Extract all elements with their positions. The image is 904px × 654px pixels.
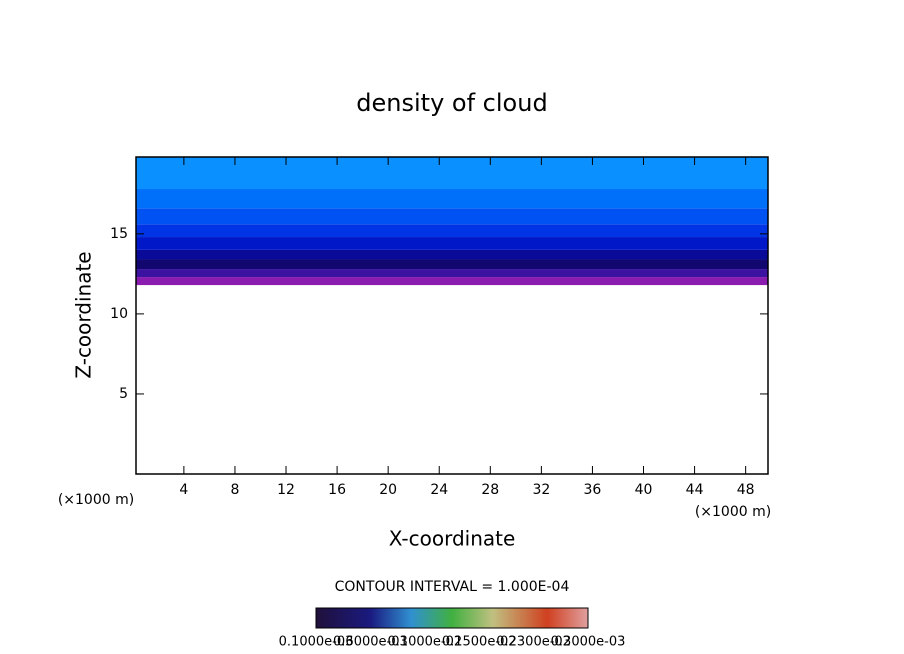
x-tick-label: 36 [584, 482, 602, 498]
y-unit: (×1000 m) [58, 492, 134, 508]
contour-band [136, 157, 768, 190]
colorbar-label: 0.2300e-02 [496, 635, 571, 650]
plot-area [136, 157, 768, 286]
contour-band [136, 189, 768, 209]
x-tick-label: 44 [686, 482, 704, 498]
x-unit: (×1000 m) [695, 504, 771, 520]
colorbar-label: 0.3000e-03 [551, 635, 626, 650]
y-tick-label: 10 [110, 306, 128, 322]
contour-band [136, 208, 768, 225]
x-tick-label: 4 [179, 482, 188, 498]
contour-band [136, 259, 768, 270]
x-tick-label: 40 [635, 482, 653, 498]
y-axis-label: Z-coordinate [72, 251, 96, 378]
contour-band [136, 269, 768, 278]
colorbar-label: 0.1500e-02 [442, 635, 517, 650]
y-tick-label: 5 [119, 386, 128, 402]
plot-frame [135, 156, 769, 475]
x-tick-label: 12 [277, 482, 295, 498]
contour-interval: CONTOUR INTERVAL = 1.000E-04 [335, 579, 570, 595]
colorbar-label: 0.1000e-02 [387, 635, 462, 650]
chart-title: density of cloud [356, 89, 547, 117]
x-tick-label: 32 [532, 482, 550, 498]
contour-band [136, 277, 768, 286]
x-tick-label: 24 [430, 482, 448, 498]
colorbar [315, 607, 589, 629]
x-axis-label: X-coordinate [389, 527, 516, 551]
colorbar-label: 0.6000e-03 [333, 635, 408, 650]
contour-band [136, 224, 768, 238]
contour-band [136, 237, 768, 250]
y-tick-label: 15 [110, 226, 128, 242]
x-tick-label: 28 [481, 482, 499, 498]
contour-band [136, 249, 768, 260]
x-tick-label: 20 [379, 482, 397, 498]
x-tick-label: 8 [230, 482, 239, 498]
colorbar-label: 0.1000e-03 [279, 635, 354, 650]
x-tick-label: 48 [737, 482, 755, 498]
colorbar-labels: 0.1000e-030.6000e-030.1000e-020.1500e-02… [279, 635, 626, 650]
x-tick-label: 16 [328, 482, 346, 498]
